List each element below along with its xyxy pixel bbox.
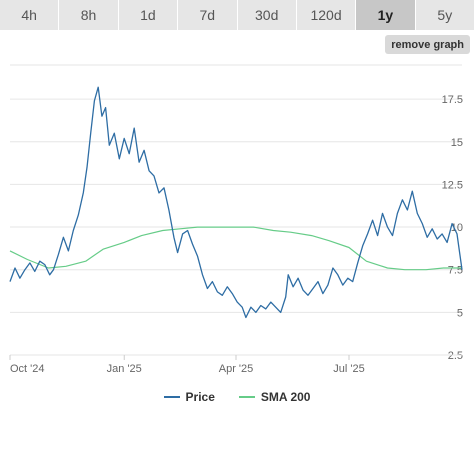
- tab-4h[interactable]: 4h: [0, 0, 60, 30]
- y-tick-label: 2.5: [448, 350, 463, 362]
- y-tick-label: 12.5: [442, 179, 463, 191]
- legend-label-sma: SMA 200: [260, 390, 311, 404]
- legend-label-price: Price: [185, 390, 215, 404]
- x-tick-label: Jul '25: [333, 363, 364, 375]
- tab-1d[interactable]: 1d: [118, 0, 179, 30]
- price-line-swatch: [163, 396, 180, 398]
- y-tick-label: 7.5: [448, 265, 463, 277]
- y-tick-label: 5: [457, 307, 463, 319]
- remove-graph-button[interactable]: remove graph: [385, 35, 470, 54]
- legend-item-sma[interactable]: SMA 200: [238, 390, 311, 404]
- tab-1y[interactable]: 1y: [356, 0, 416, 30]
- legend-item-price[interactable]: Price: [163, 390, 215, 404]
- x-tick-label: Jan '25: [107, 363, 142, 375]
- x-tick-label: Oct '24: [10, 363, 45, 375]
- timeframe-tabs: 4h 8h 1d 7d 30d 120d 1y 5y: [0, 0, 474, 30]
- price-series-line: [9, 86, 463, 319]
- y-tick-label: 10: [451, 222, 463, 234]
- sma-line-swatch: [238, 396, 255, 398]
- y-tick-label: 17.5: [442, 94, 463, 106]
- price-chart: 2.5 5 7.5 10 12.5 15 17.5 Oct '24 Jan '25 Apr '25…: [9, 64, 463, 375]
- tab-5y[interactable]: 5y: [415, 0, 474, 30]
- tab-120d[interactable]: 120d: [296, 0, 357, 30]
- sma-200-series-line: [9, 226, 462, 271]
- tab-7d[interactable]: 7d: [178, 0, 238, 30]
- tab-30d[interactable]: 30d: [237, 0, 297, 30]
- y-tick-label: 15: [451, 137, 463, 149]
- tab-8h[interactable]: 8h: [59, 0, 119, 30]
- chart-legend: Price SMA 200: [0, 390, 474, 404]
- x-tick-label: Apr '25: [219, 363, 254, 375]
